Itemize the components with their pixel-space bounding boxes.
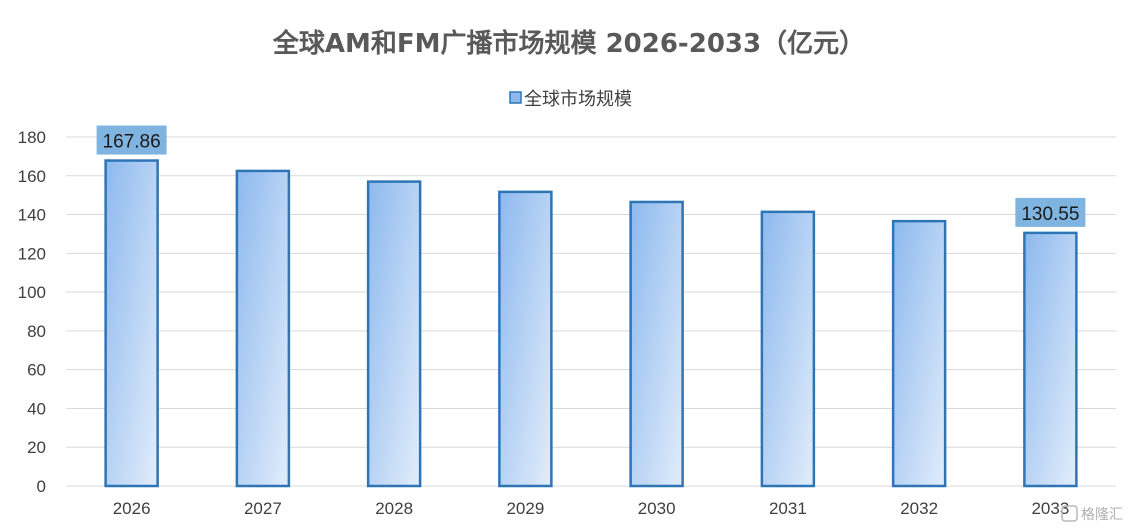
watermark-logo-icon [1061,505,1078,522]
data-label: 167.86 [103,132,161,153]
x-tick-label: 2027 [244,499,282,518]
bar-2033 [1023,231,1078,488]
x-tick-label: 2028 [375,499,413,518]
y-tick-label: 140 [18,206,46,225]
bars [104,159,1078,488]
gridlines [66,136,1116,487]
x-tick-label: 2029 [506,499,544,518]
data-labels: 167.86 130.55 [96,125,1086,227]
y-tick-label: 180 [18,128,46,147]
y-axis-ticks: 0 20 40 60 80 100 120 140 160 180 [18,128,46,496]
bar-2028 [366,180,422,488]
y-tick-label: 20 [27,438,46,457]
y-tick-label: 160 [18,167,46,186]
y-tick-label: 60 [27,361,46,380]
watermark: 格隆汇 [1061,505,1123,523]
x-axis-ticks: 2026 2027 2028 2029 2030 2031 2032 2033 [113,499,1070,518]
bar-2032 [891,219,947,488]
y-tick-label: 0 [37,477,46,496]
x-tick-label: 2033 [1031,499,1069,518]
bar-2026 [104,159,159,488]
x-tick-label: 2032 [900,499,938,518]
bar-2030 [629,200,684,488]
bar-2027 [235,169,291,488]
bar-2031 [760,210,816,488]
bar-2029 [498,190,553,488]
data-label: 130.55 [1021,204,1079,225]
legend-label: 全球市场规模 [524,89,632,110]
watermark-text: 格隆汇 [1081,507,1123,523]
y-tick-label: 100 [18,283,46,302]
chart-title: 全球AM和FM广播市场规模 2026-2033（亿元） [272,28,865,59]
x-tick-label: 2031 [769,499,807,518]
legend: 全球市场规模 [509,89,632,110]
y-tick-label: 40 [27,399,46,418]
x-tick-label: 2026 [113,499,151,518]
data-label-box [1015,197,1086,227]
x-tick-label: 2030 [638,499,676,518]
y-tick-label: 80 [27,322,46,341]
data-label-box [96,125,167,155]
legend-swatch [509,91,522,104]
y-tick-label: 120 [18,244,46,263]
